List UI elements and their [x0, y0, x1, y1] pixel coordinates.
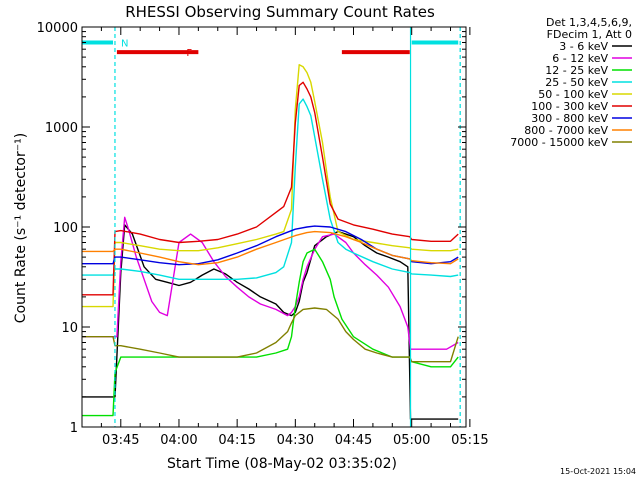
y-tick-label: 1: [70, 421, 78, 436]
y-tick-label: 10: [61, 321, 78, 336]
legend-header-line: Det 1,3,4,5,6,9,: [546, 16, 632, 29]
y-tick-label: 100: [53, 221, 78, 236]
x-tick-label: 05:00: [393, 433, 430, 448]
legend-label: 300 - 800 keV: [531, 112, 608, 125]
legend-label: 6 - 12 keV: [552, 52, 608, 65]
chart-title: RHESSI Observing Summary Count Rates: [125, 3, 435, 21]
x-tick-label: 03:45: [102, 433, 139, 448]
series-line-8: [82, 230, 459, 266]
x-tick-label: 04:15: [218, 433, 255, 448]
series-line-9: [82, 307, 459, 363]
flag-label-n: N: [121, 38, 128, 49]
legend-label: 25 - 50 keV: [545, 76, 608, 89]
legend-label: 7000 - 15000 keV: [510, 136, 608, 149]
legend-header-line: FDecim 1, Att 0: [547, 28, 632, 41]
legend-label: 3 - 6 keV: [559, 40, 608, 53]
legend-label: 100 - 300 keV: [531, 100, 608, 113]
legend-label: 12 - 25 keV: [545, 64, 608, 77]
x-tick-label: 05:15: [451, 433, 488, 448]
series-line-5: [82, 63, 459, 308]
x-tick-label: 04:45: [335, 433, 372, 448]
axes-layer: 1 10 100 1000 10000 03:45 04:00 04:15 04:30 04:45…: [37, 21, 489, 448]
x-tick-label: 04:00: [160, 433, 197, 448]
legend: Det 1,3,4,5,6,9,FDecim 1, Att 03 - 6 keV…: [510, 16, 632, 149]
y-axis-title: Count Rate (s⁻¹ detector⁻¹): [13, 133, 29, 323]
series-line-4: [82, 98, 459, 280]
legend-label: 50 - 100 keV: [538, 88, 608, 101]
flag-label-f: F: [186, 48, 192, 59]
y-tick-label: 1000: [45, 121, 78, 136]
legend-label: 800 - 7000 keV: [524, 124, 608, 137]
x-axis-title: Start Time (08-May-02 03:35:02): [167, 456, 397, 472]
y-tick-label: 10000: [37, 21, 78, 36]
x-tick-label: 04:30: [277, 433, 314, 448]
timestamp: 15-Oct-2021 15:04: [560, 467, 636, 476]
series-layer: [82, 63, 459, 420]
series-line-1: [82, 224, 459, 420]
series-line-6: [82, 81, 459, 296]
